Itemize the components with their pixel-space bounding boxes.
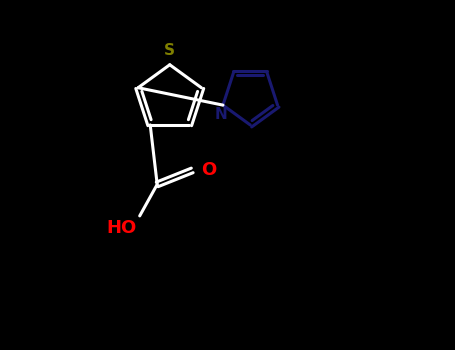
Text: O: O [201,161,216,180]
Text: N: N [215,107,228,122]
Text: HO: HO [106,219,136,237]
Text: S: S [164,43,175,58]
